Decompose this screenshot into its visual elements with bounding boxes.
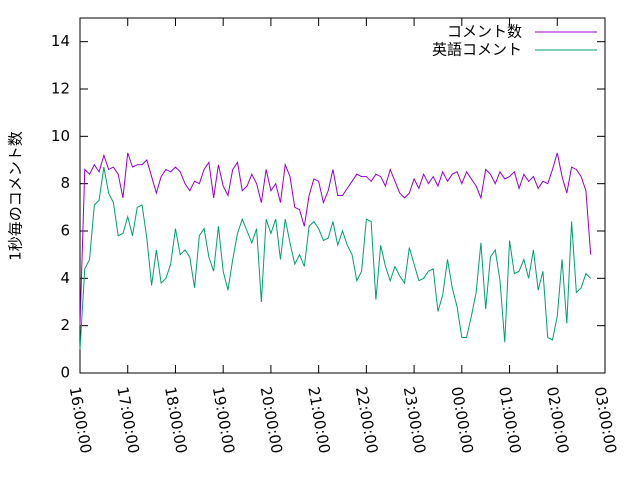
- y-tick-label: 6: [60, 222, 70, 240]
- series-line: [79, 167, 592, 350]
- series-line: [79, 152, 592, 326]
- y-axis-label: 1秒毎のコメント数: [7, 131, 25, 261]
- legend-label: 英語コメント: [432, 41, 522, 59]
- y-tick-label: 12: [51, 80, 70, 98]
- legend-label: コメント数: [447, 23, 522, 41]
- y-tick-label: 4: [60, 269, 70, 287]
- y-tick-label: 2: [60, 316, 70, 334]
- y-tick-label: 8: [60, 174, 70, 192]
- plot-border: [79, 17, 606, 374]
- y-tick-label: 14: [51, 32, 70, 50]
- y-tick-label: 0: [60, 364, 70, 382]
- y-tick-label: 10: [51, 127, 70, 145]
